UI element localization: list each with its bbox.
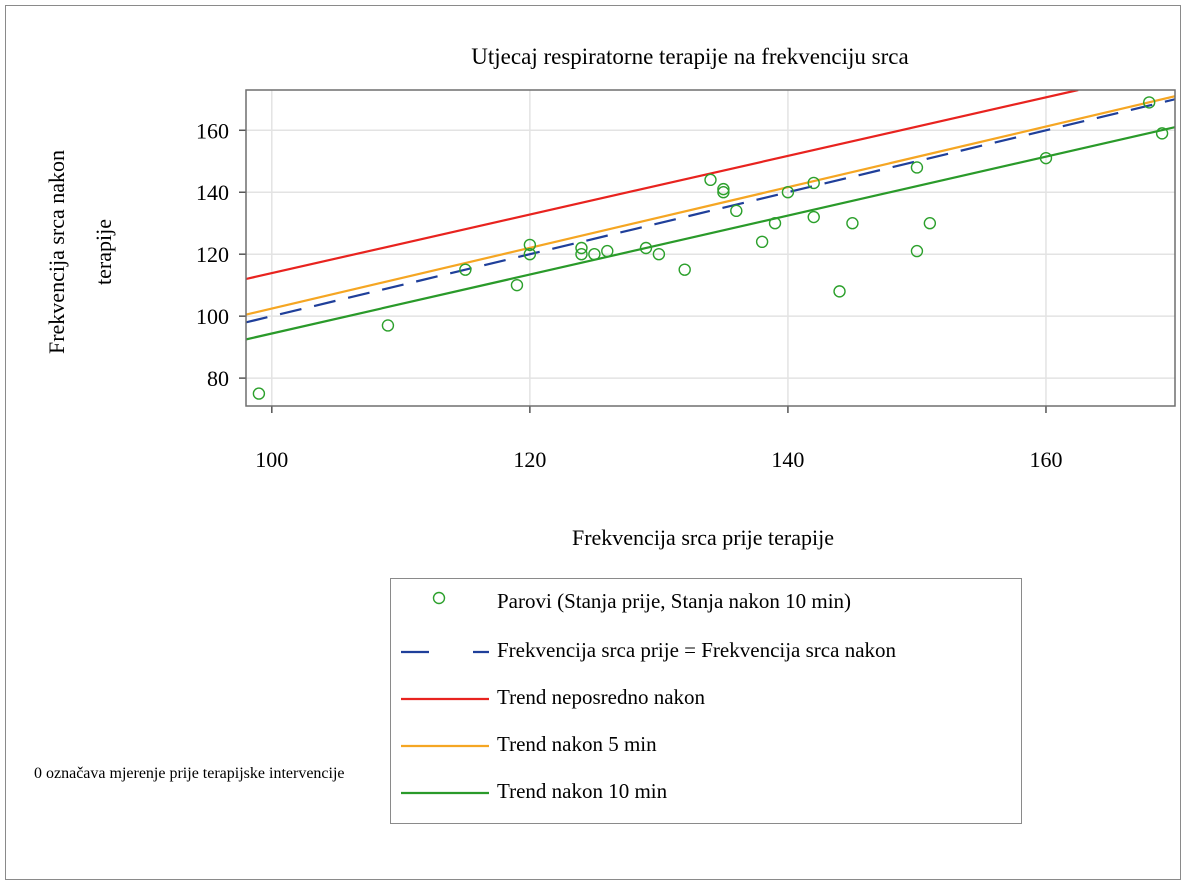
- legend-label: Trend neposredno nakon: [497, 685, 706, 709]
- data-point: [846, 217, 859, 230]
- x-axis-label: Frekvencija srca prije terapije: [572, 525, 834, 550]
- legend-item: Parovi (Stanja prije, Stanja nakon 10 mi…: [391, 583, 1021, 627]
- chart-title: Utjecaj respiratorne terapije na frekven…: [471, 44, 908, 69]
- data-point: [252, 387, 266, 400]
- data-point: [923, 217, 937, 230]
- x-tick-label: 140: [771, 447, 804, 472]
- data-point: [717, 182, 730, 196]
- legend: Parovi (Stanja prije, Stanja nakon 10 mi…: [390, 578, 1022, 824]
- data-point: [678, 263, 691, 276]
- series-line-2: [246, 90, 1079, 281]
- x-tick-label: 160: [1029, 447, 1062, 472]
- data-point: [601, 244, 614, 258]
- axis-ticks: 100 120 140 160 80 100 120 140 160: [196, 118, 1062, 472]
- series-line-1: [246, 98, 1175, 324]
- data-point: [768, 217, 782, 230]
- figure-frame: [5, 5, 1181, 880]
- legend-label: Trend nakon 5 min: [497, 732, 657, 756]
- legend-swatch: [401, 791, 489, 795]
- y-axis-label-line2: terapije: [91, 219, 116, 285]
- legend-swatch: [401, 697, 489, 701]
- legend-label: Frekvencija srca prije = Frekvencija src…: [497, 638, 897, 662]
- legend-item: Frekvencija srca prije = Frekvencija src…: [391, 632, 1021, 676]
- data-point: [459, 263, 472, 276]
- plot-border: [245, 89, 1176, 407]
- series-line-4: [246, 126, 1175, 341]
- data-point: [510, 278, 524, 292]
- legend-item: Trend neposredno nakon: [391, 679, 1021, 723]
- y-tick-label: 80: [207, 366, 229, 391]
- data-point: [807, 176, 820, 190]
- y-tick-label: 140: [196, 180, 229, 205]
- data-point: [730, 204, 743, 218]
- legend-swatch: [401, 650, 489, 654]
- x-tick-label: 120: [513, 447, 546, 472]
- data-point: [523, 238, 537, 252]
- data-point: [807, 210, 820, 224]
- data-point: [575, 241, 588, 255]
- data-point: [833, 285, 846, 298]
- legend-label: Parovi (Stanja prije, Stanja nakon 10 mi…: [497, 589, 852, 613]
- data-point: [910, 244, 924, 258]
- y-tick-label: 120: [196, 242, 229, 267]
- x-tick-label: 100: [255, 447, 288, 472]
- legend-swatch: [401, 744, 489, 748]
- legend-item: Trend nakon 10 min: [391, 773, 1021, 817]
- data-point: [704, 173, 717, 187]
- data-point: [910, 161, 924, 174]
- data-point: [588, 247, 601, 261]
- data-point: [781, 186, 795, 199]
- y-axis-label-line1: Frekvencija srca nakon: [44, 150, 69, 354]
- legend-marker: [432, 591, 446, 605]
- legend-swatch: [432, 591, 446, 605]
- y-tick-label: 160: [196, 118, 229, 143]
- y-tick-label: 100: [196, 304, 229, 329]
- data-point: [1039, 151, 1053, 165]
- data-point: [575, 247, 588, 261]
- legend-item: Trend nakon 5 min: [391, 726, 1021, 770]
- footnote: 0 označava mjerenje prije terapijske int…: [34, 765, 345, 782]
- data-point: [1155, 127, 1169, 140]
- series-line-3: [246, 95, 1175, 316]
- series-layer: [246, 90, 1175, 400]
- data-point: [652, 247, 666, 261]
- data-point: [639, 241, 653, 255]
- data-point: [523, 247, 537, 261]
- legend-label: Trend nakon 10 min: [497, 779, 668, 803]
- grid: [246, 90, 1175, 406]
- data-point: [1142, 96, 1156, 109]
- data-point: [755, 235, 769, 249]
- data-point: [381, 319, 395, 332]
- data-point: [717, 186, 730, 199]
